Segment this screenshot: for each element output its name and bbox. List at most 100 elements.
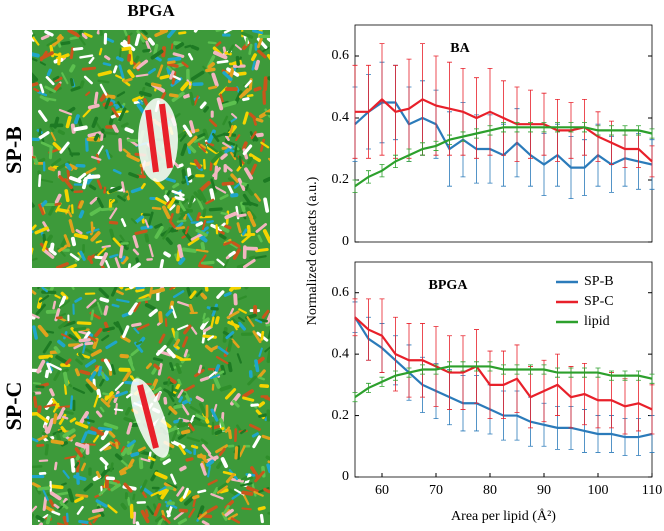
texture-stroke — [158, 311, 163, 323]
texture-stroke — [248, 153, 262, 163]
texture-stroke — [205, 198, 215, 205]
texture-stroke — [132, 95, 144, 103]
texture-stroke — [248, 255, 256, 260]
texture-stroke — [231, 318, 239, 326]
texture-stroke — [224, 508, 234, 517]
texture-stroke — [181, 247, 197, 253]
texture-stroke — [74, 368, 81, 377]
texture-stroke — [165, 237, 173, 245]
texture-stroke — [189, 120, 196, 134]
texture-stroke — [74, 442, 87, 449]
texture-stroke — [145, 509, 149, 518]
texture-stroke — [167, 197, 176, 209]
texture-stroke — [44, 443, 49, 456]
texture-stroke — [254, 193, 261, 202]
texture-stroke — [140, 450, 151, 456]
texture-stroke — [72, 47, 84, 51]
texture-stroke — [126, 442, 135, 455]
texture-stroke — [206, 143, 219, 153]
texture-stroke — [267, 458, 270, 464]
texture-stroke — [174, 338, 181, 347]
texture-stroke — [234, 446, 239, 460]
texture-stroke — [118, 287, 124, 290]
texture-stroke — [97, 426, 113, 432]
texture-stroke — [249, 217, 257, 227]
texture-stroke — [52, 75, 60, 81]
texture-stroke — [193, 95, 199, 106]
texture-stroke — [251, 432, 259, 438]
texture-stroke — [210, 345, 219, 351]
legend-label: SP-B — [584, 274, 614, 289]
texture-stroke — [204, 287, 209, 292]
texture-stroke — [202, 312, 206, 320]
texture-stroke — [161, 46, 166, 58]
texture-stroke — [55, 491, 70, 497]
texture-stroke — [152, 386, 162, 395]
texture-stroke — [147, 456, 156, 462]
texture-stroke — [49, 491, 62, 501]
texture-stroke — [138, 293, 150, 300]
texture-stroke — [127, 263, 132, 268]
texture-stroke — [109, 253, 119, 259]
texture-stroke — [157, 486, 167, 493]
texture-stroke — [177, 300, 191, 307]
texture-stroke — [254, 359, 260, 373]
texture-stroke — [233, 144, 238, 158]
texture-stroke — [205, 67, 216, 73]
texture-stroke — [99, 83, 108, 96]
texture-stroke — [112, 124, 119, 134]
texture-stroke — [196, 212, 201, 221]
texture-stroke — [111, 107, 120, 118]
texture-stroke — [33, 87, 40, 93]
texture-stroke — [63, 410, 74, 415]
texture-stroke — [131, 322, 142, 328]
texture-stroke — [163, 251, 171, 258]
texture-stroke — [53, 116, 60, 129]
texture-stroke — [57, 244, 68, 253]
texture-stroke — [231, 493, 241, 500]
texture-stroke — [50, 158, 62, 167]
texture-stroke — [81, 32, 88, 40]
texture-stroke — [81, 442, 96, 446]
texture-stroke — [177, 200, 187, 213]
texture-stroke — [60, 426, 67, 433]
texture-stroke — [36, 443, 45, 447]
texture-stroke — [240, 429, 247, 435]
texture-stroke — [162, 205, 171, 220]
texture-stroke — [71, 204, 74, 214]
texture-stroke — [69, 176, 82, 184]
texture-stroke — [131, 262, 141, 268]
texture-stroke — [118, 47, 122, 58]
texture-stroke — [112, 479, 120, 484]
texture-stroke — [166, 337, 174, 347]
texture-stroke — [111, 303, 120, 308]
texture-stroke — [177, 129, 189, 139]
texture-stroke — [32, 52, 40, 58]
texture-stroke — [130, 186, 144, 194]
texture-stroke — [183, 324, 192, 335]
texture-stroke — [122, 325, 130, 339]
texture-stroke — [206, 220, 214, 224]
texture-stroke — [213, 165, 219, 180]
texture-stroke — [136, 297, 151, 303]
y-tick-label: 0.2 — [332, 408, 350, 423]
texture-stroke — [74, 447, 83, 458]
texture-stroke — [170, 228, 179, 233]
texture-stroke — [230, 478, 244, 483]
texture-stroke — [68, 333, 79, 342]
texture-stroke — [112, 65, 118, 74]
texture-stroke — [144, 82, 153, 88]
texture-stroke — [144, 233, 150, 243]
texture-stroke — [59, 501, 69, 510]
texture-stroke — [215, 41, 222, 47]
texture-stroke — [225, 140, 236, 146]
texture-stroke — [229, 287, 236, 292]
texture-stroke — [98, 47, 103, 56]
texture-stroke — [222, 115, 229, 126]
texture-stroke — [45, 75, 55, 86]
texture-stroke — [133, 55, 140, 63]
texture-stroke — [109, 462, 114, 472]
texture-stroke — [126, 153, 141, 162]
texture-stroke — [49, 388, 55, 397]
texture-stroke — [63, 383, 68, 395]
